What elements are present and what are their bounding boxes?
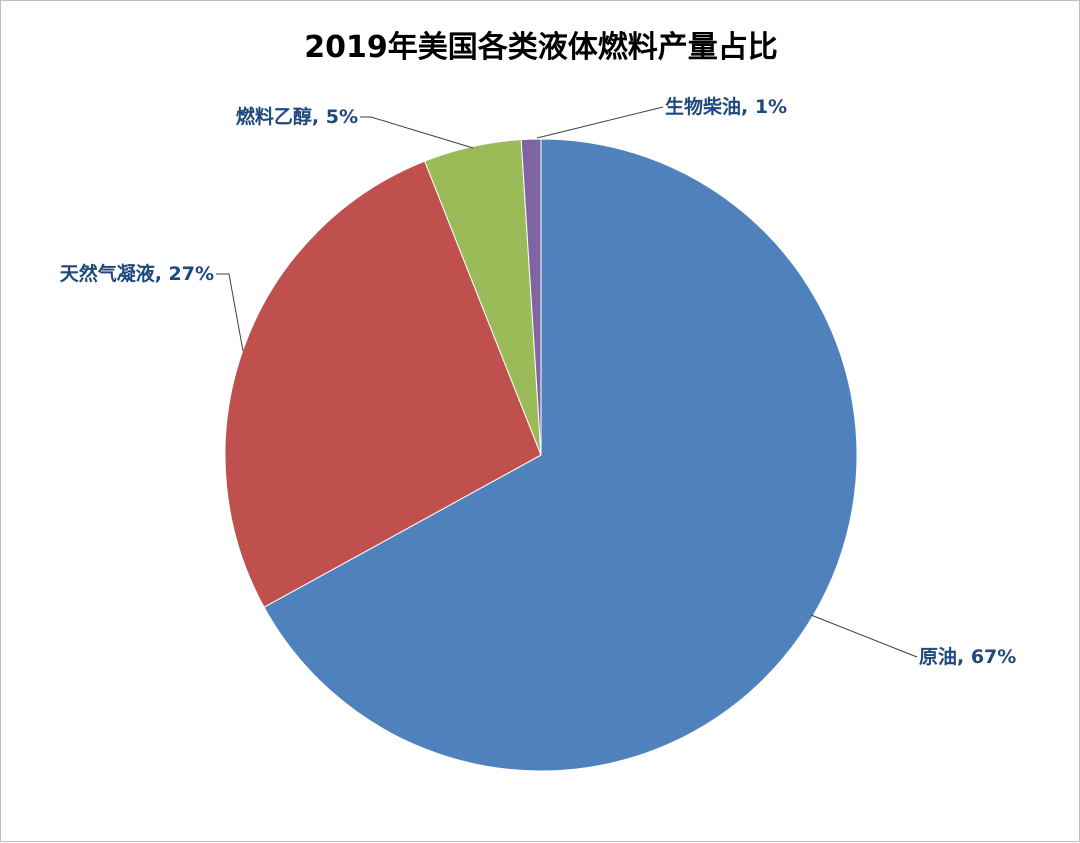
data-label-3: 燃料乙醇, 5% bbox=[236, 105, 358, 128]
chart-title: 2019年美国各类液体燃料产量占比 bbox=[304, 30, 778, 65]
data-label-4: 生物柴油, 1% bbox=[665, 95, 787, 118]
leader-lines bbox=[216, 106, 918, 658]
pie-slice-4 bbox=[520, 138, 542, 456]
data-label-2: 天然气凝液, 27% bbox=[60, 262, 214, 285]
data-label-1: 原油, 67% bbox=[919, 646, 1016, 668]
leader-line-2 bbox=[216, 273, 244, 352]
leader-line-3 bbox=[360, 116, 474, 149]
leader-line-4 bbox=[536, 106, 664, 139]
pie-slice-2 bbox=[224, 160, 542, 608]
data-labels: 原油, 67% 天然气凝液, 27% 燃料乙醇, 5% 生物柴油, 1% bbox=[60, 95, 1017, 668]
leader-line-1 bbox=[810, 614, 918, 658]
pie-slices bbox=[224, 138, 858, 772]
